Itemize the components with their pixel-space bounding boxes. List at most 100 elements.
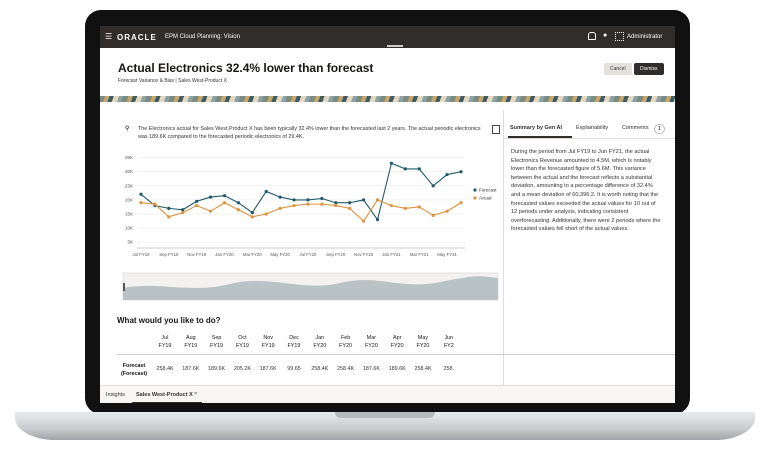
x-tick-label: May FY21 xyxy=(437,252,457,257)
cell: 258.4K xyxy=(311,366,329,372)
tab[interactable]: Explainability xyxy=(576,125,609,131)
point xyxy=(139,201,143,205)
point xyxy=(292,203,296,208)
point xyxy=(195,203,199,208)
point xyxy=(362,198,366,202)
cell: 258.4K xyxy=(414,366,432,372)
column-header: FY19 xyxy=(287,343,301,349)
y-tick-label: 10K xyxy=(125,226,133,231)
point xyxy=(389,203,394,208)
x-tick-label: Jan FY20 xyxy=(215,252,234,257)
point xyxy=(445,172,449,177)
column-header: Nov xyxy=(263,335,273,341)
page-subtitle: Forecast Variance & Bias | Sales West-Pr… xyxy=(118,78,227,84)
point xyxy=(375,198,380,202)
column-header: Apr xyxy=(392,335,402,341)
column-header: Sep xyxy=(211,335,222,341)
point xyxy=(250,210,254,215)
y-tick-label: 15K xyxy=(125,212,133,217)
legend-swatch xyxy=(473,196,477,200)
tab[interactable]: Summary by Gen AI xyxy=(510,125,563,131)
point xyxy=(306,198,310,202)
apps-icon[interactable] xyxy=(615,32,624,41)
column-header: FY19 xyxy=(158,343,172,349)
point xyxy=(139,192,143,196)
insight-icon: ⚲ xyxy=(125,126,130,132)
point xyxy=(417,205,421,209)
y-tick-label: 5K xyxy=(127,240,133,245)
point xyxy=(306,202,310,206)
brand: ORACLE xyxy=(117,33,157,42)
column-header: Jun xyxy=(444,335,454,341)
chart: 5K 10K 15K 20K 25K 30K 35K Jul FY19 Sep FY19 Nov … xyxy=(122,155,499,301)
column-header: FY19 xyxy=(235,343,249,349)
x-tick-label: Sep FY19 xyxy=(159,252,179,257)
legend-label: Actual xyxy=(479,196,492,201)
cell: 187.6K xyxy=(259,366,277,372)
legend-swatch xyxy=(473,188,477,192)
tab[interactable]: Comments xyxy=(622,125,649,131)
point xyxy=(417,167,421,171)
column-header: FY20 xyxy=(416,343,430,349)
bell-icon[interactable] xyxy=(588,32,596,40)
column-header: FY19 xyxy=(184,343,198,349)
mic-icon[interactable]: ● xyxy=(603,32,608,39)
cell: 258.4K xyxy=(337,366,355,372)
point xyxy=(222,201,227,205)
y-tick-label: 35K xyxy=(125,155,133,160)
column-header: Aug xyxy=(186,335,196,341)
dismiss-button[interactable]: Dismiss xyxy=(634,63,664,75)
column-header: FY20 xyxy=(390,343,404,349)
actions-heading: What would you like to do? xyxy=(117,316,221,325)
y-tick-label: 30K xyxy=(125,169,133,174)
close-icon[interactable]: × xyxy=(194,391,198,397)
column-header: Jan xyxy=(315,335,325,341)
column-header: Mar xyxy=(366,335,377,341)
screen: ☰ ORACLE EPM Cloud Planning: Vision ● Ad… xyxy=(100,26,675,403)
y-tick-label: 20K xyxy=(125,197,133,202)
point xyxy=(208,195,213,199)
overview-handle[interactable] xyxy=(123,283,125,291)
point xyxy=(264,189,268,194)
user-menu[interactable]: Administrator xyxy=(627,34,663,40)
point xyxy=(362,219,366,223)
cell: 189.6K xyxy=(388,366,406,372)
overview-area xyxy=(123,276,498,300)
tab-underline xyxy=(508,136,572,138)
point xyxy=(250,215,254,219)
cancel-button[interactable]: Cancel xyxy=(604,63,632,75)
point xyxy=(459,201,463,205)
point xyxy=(445,209,449,213)
point xyxy=(348,206,352,210)
point xyxy=(348,201,352,205)
column-header: Feb xyxy=(340,335,351,341)
point xyxy=(334,201,338,205)
x-tick-label: Nov FY19 xyxy=(187,252,207,257)
top-bar: ☰ ORACLE EPM Cloud Planning: Vision ● Ad… xyxy=(100,26,675,48)
point xyxy=(181,210,185,215)
column-header: Jul xyxy=(161,335,169,341)
decorative-strip xyxy=(100,96,675,102)
point xyxy=(278,206,282,210)
point xyxy=(320,196,324,201)
point xyxy=(292,198,296,202)
footer-tabs: Insights Sales West-Product X × xyxy=(100,385,675,403)
cell: 258. xyxy=(443,366,455,372)
doc-icon[interactable] xyxy=(492,125,500,134)
point xyxy=(389,161,394,165)
x-tick-label: Nov FY20 xyxy=(354,252,374,257)
cell: 205.2K xyxy=(233,366,251,372)
cell: 187.6K xyxy=(362,366,380,372)
column-header: Oct xyxy=(238,335,247,341)
point xyxy=(459,170,463,174)
menu-icon[interactable]: ☰ xyxy=(105,32,113,41)
column-header: FY19 xyxy=(210,343,224,349)
summary-text: During the period from Jul FY19 to Jun F… xyxy=(511,149,661,233)
footer-tab[interactable]: Sales West-Product X xyxy=(136,392,193,398)
cell: 258.4K xyxy=(156,366,174,372)
footer-tab[interactable]: Insights xyxy=(106,392,125,398)
table: Jul FY19 Aug FY19 Sep FY19 Oct FY19 Nov FY19 Dec FY… xyxy=(100,331,675,383)
series-line xyxy=(140,199,462,222)
x-tick-label: Mar FY20 xyxy=(243,252,262,257)
point xyxy=(431,213,435,218)
